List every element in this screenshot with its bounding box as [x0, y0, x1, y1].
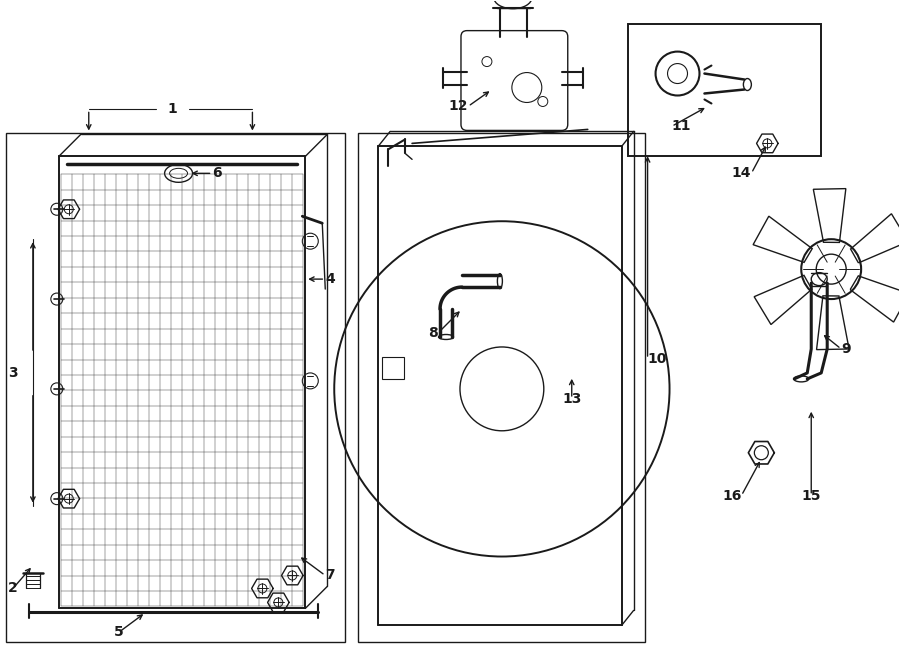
Text: 10: 10 [648, 352, 667, 366]
Text: 1: 1 [167, 102, 177, 116]
Text: 7: 7 [325, 568, 335, 582]
Text: 11: 11 [671, 120, 691, 134]
Text: 4: 4 [325, 272, 335, 286]
Text: 13: 13 [562, 392, 581, 406]
Text: 12: 12 [448, 99, 468, 114]
Text: 5: 5 [113, 625, 123, 639]
Text: 15: 15 [802, 488, 821, 502]
Text: 6: 6 [212, 167, 222, 180]
Text: 9: 9 [842, 342, 850, 356]
Text: 14: 14 [732, 167, 752, 180]
Text: 2: 2 [8, 582, 18, 596]
Text: 8: 8 [428, 326, 438, 340]
Bar [382, 357, 404, 379]
Text: 3: 3 [8, 366, 18, 380]
Bar [358, 134, 644, 642]
Bar [6, 134, 346, 642]
Bar [627, 24, 821, 157]
Text: 16: 16 [722, 488, 742, 502]
